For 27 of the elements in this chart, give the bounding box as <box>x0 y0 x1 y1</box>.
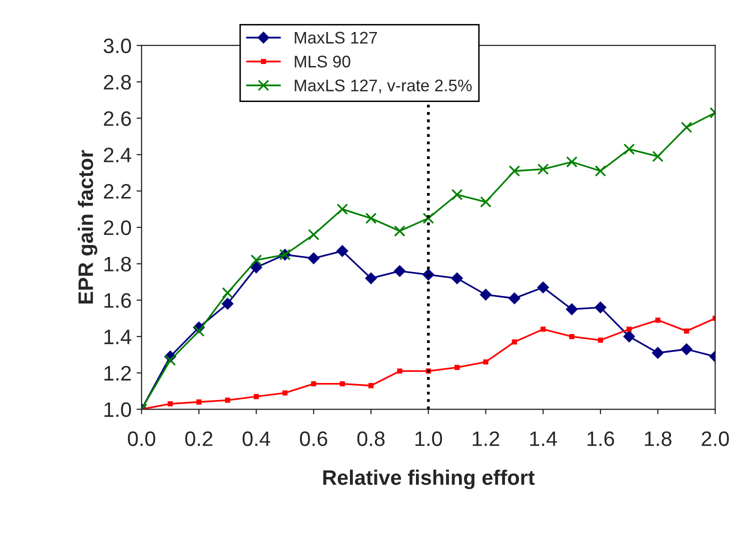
x-tick-label: 0.6 <box>300 431 328 446</box>
y-tick-label: 1.8 <box>104 256 131 272</box>
y-tick-label: 1.4 <box>104 330 132 344</box>
y-tick-label: 2.6 <box>104 111 131 126</box>
y-tick-label: 1.2 <box>104 366 131 380</box>
y-tick-label: 3.0 <box>104 38 132 54</box>
x-tick-label: 1.6 <box>588 431 614 446</box>
x-axis-title: Relative fishing effort <box>323 470 535 490</box>
x-tick-label: 1.8 <box>644 431 672 446</box>
legend-label: MaxLS 127, v-rate 2.5% <box>294 80 472 94</box>
x-tick-label: 1.0 <box>415 431 442 446</box>
x-tick-label: 0.4 <box>242 431 270 446</box>
y-tick-label: 1.6 <box>104 293 131 308</box>
x-tick-label: 0.8 <box>357 431 385 446</box>
legend-label: MaxLS 127 <box>294 32 377 44</box>
x-tick-label: 0.0 <box>128 431 156 446</box>
x-tick-label: 0.2 <box>185 431 212 446</box>
y-tick-label: 2.4 <box>104 148 132 162</box>
x-tick-label: 1.2 <box>472 431 500 446</box>
x-tick-label: 2.0 <box>702 431 729 446</box>
y-axis-title: EPR gain factor <box>78 150 98 304</box>
x-tick-label: 1.4 <box>530 432 557 446</box>
y-tick-label: 1.0 <box>104 402 132 418</box>
y-tick-label: 2.8 <box>104 74 131 90</box>
y-tick-label: 2.2 <box>104 184 131 199</box>
y-tick-label: 2.0 <box>104 220 132 236</box>
legend-label: MLS 90 <box>294 56 350 68</box>
